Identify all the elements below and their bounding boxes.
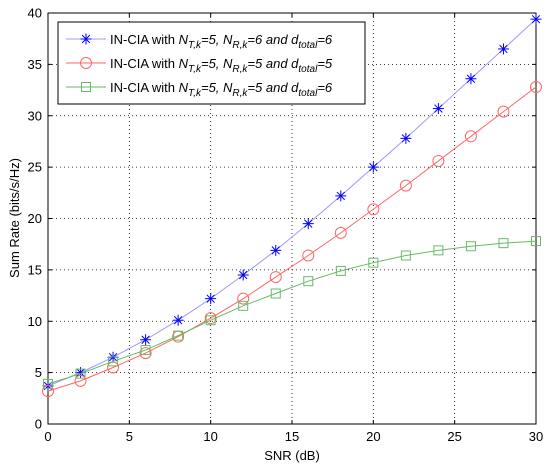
data-point: [367, 203, 380, 216]
data-point: [335, 265, 346, 276]
y-tick-label: 10: [28, 314, 42, 329]
legend-item-2: IN-CIA with NT,k=5, NR,k=5 and dtotal=5: [66, 56, 333, 75]
data-point: [237, 292, 250, 305]
data-point: [368, 257, 379, 268]
series-layer: [42, 13, 542, 398]
x-tick-label: 30: [529, 429, 543, 444]
x-tick-label: 25: [447, 429, 461, 444]
data-point: [334, 226, 347, 239]
star-stroke: [434, 104, 443, 113]
data-point: [172, 314, 184, 326]
x-tick-label: 15: [285, 429, 299, 444]
y-tick-label: 5: [35, 365, 42, 380]
legend-item-3: IN-CIA with NT,k=5, NR,k=5 and dtotal=6: [66, 80, 333, 99]
data-point: [139, 347, 152, 360]
data-point: [432, 154, 445, 167]
y-tick-label: 25: [28, 160, 42, 175]
data-point: [400, 132, 412, 144]
y-tick-label: 20: [28, 211, 42, 226]
star-stroke: [336, 191, 346, 201]
legend-marker: [80, 33, 92, 45]
legend-label: IN-CIA with NT,k=5, NR,k=6 and dtotal=6: [110, 32, 333, 51]
y-tick-label: 30: [28, 108, 42, 123]
data-point: [237, 269, 249, 281]
data-point: [205, 315, 216, 326]
legend: IN-CIA with NT,k=5, NR,k=6 and dtotal=6 I…: [57, 21, 366, 105]
data-point: [530, 13, 542, 25]
data-point: [367, 161, 379, 173]
data-point: [107, 361, 120, 374]
data-point: [497, 105, 510, 118]
data-point: [270, 244, 282, 256]
series-3: [43, 236, 541, 389]
y-tick-label: 40: [28, 6, 42, 21]
data-point: [432, 103, 444, 115]
data-point: [42, 385, 54, 398]
x-tick-label: 10: [203, 429, 217, 444]
star-stroke: [531, 14, 541, 24]
data-point: [75, 368, 86, 379]
legend-item-1: IN-CIA with NT,k=5, NR,k=6 and dtotal=6: [66, 32, 333, 51]
star-stroke: [499, 44, 508, 54]
star-stroke: [238, 270, 248, 280]
data-point: [400, 250, 411, 261]
legend-box: [57, 21, 366, 105]
data-point: [74, 374, 87, 387]
legend-marker: [80, 57, 92, 69]
x-tick-label: 0: [44, 429, 51, 444]
data-point: [43, 378, 53, 389]
star-stroke: [76, 368, 85, 377]
data-point: [302, 249, 315, 262]
star-stroke: [401, 134, 411, 143]
legend-label: IN-CIA with NT,k=5, NR,k=5 and dtotal=6: [110, 80, 333, 99]
star-stroke: [173, 316, 183, 325]
x-axis-label: SNR (dB): [264, 448, 320, 463]
x-tick-label: 20: [366, 429, 380, 444]
data-point: [531, 236, 541, 247]
data-point: [270, 288, 281, 299]
star-stroke: [466, 74, 476, 83]
star-stroke: [369, 162, 378, 172]
legend-marker: [81, 82, 91, 92]
series-2: [42, 80, 542, 398]
y-tick-label: 0: [35, 417, 42, 432]
series-line: [47, 240, 537, 385]
data-point: [302, 218, 314, 230]
data-point: [497, 43, 509, 55]
series-line: [47, 86, 537, 392]
data-point: [433, 245, 444, 256]
data-point: [140, 334, 152, 346]
axis-ticks: 0 5 10 15 20 25 30 0 5 10 15 20 25 30 35 40: [28, 6, 544, 445]
x-tick-label: 5: [126, 429, 133, 444]
data-point: [530, 80, 542, 93]
data-point: [465, 73, 477, 85]
data-point: [205, 293, 217, 305]
y-tick-label: 15: [28, 262, 42, 277]
star-stroke: [304, 219, 313, 228]
data-point: [269, 271, 282, 284]
data-point: [303, 276, 314, 287]
data-point: [335, 190, 347, 202]
data-point: [173, 330, 184, 341]
data-point: [498, 238, 509, 249]
data-point: [465, 241, 476, 252]
star-stroke: [81, 34, 91, 44]
data-point: [108, 356, 119, 367]
legend-label: IN-CIA with NT,k=5, NR,k=5 and dtotal=5: [110, 56, 333, 75]
star-stroke: [141, 335, 150, 344]
data-point: [238, 300, 249, 311]
data-point: [399, 179, 412, 192]
data-point: [140, 345, 151, 356]
star-stroke: [206, 294, 215, 303]
data-point: [464, 130, 477, 143]
series-line: [47, 18, 537, 387]
y-tick-label: 35: [28, 57, 42, 72]
y-axis-label: Sum Rate (bits/s/Hz): [7, 158, 22, 278]
star-stroke: [271, 246, 280, 255]
